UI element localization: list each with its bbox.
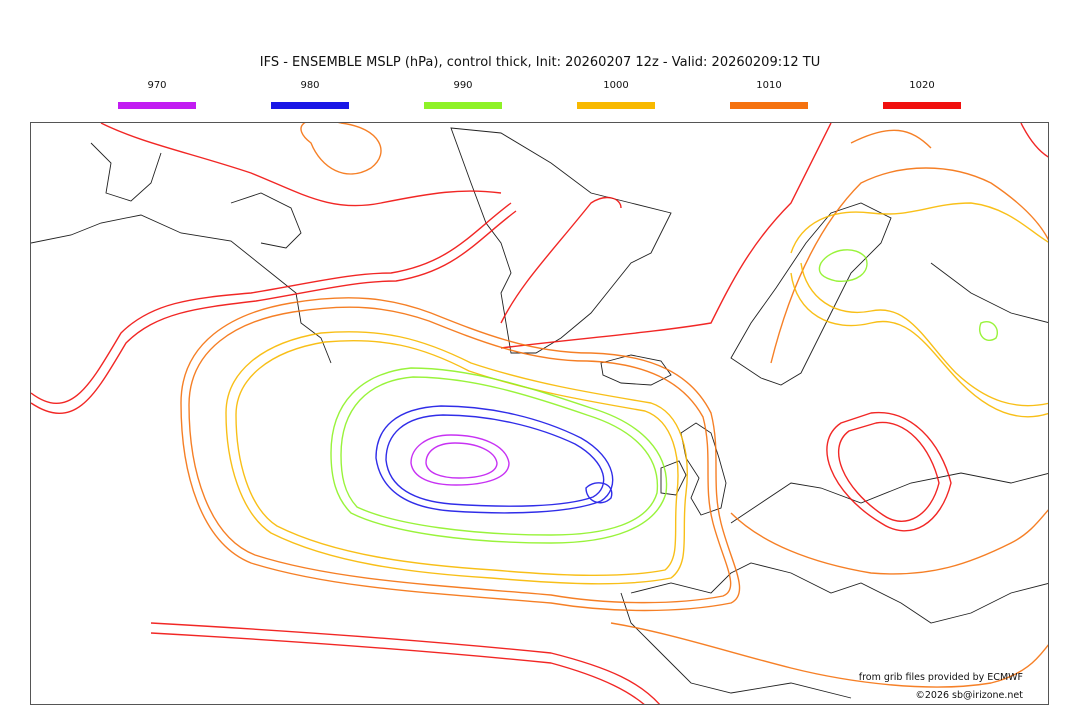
legend-swatch-1020 [883, 102, 961, 109]
isobar-1020-high-europe-b [838, 421, 940, 522]
legend-swatch-980 [271, 102, 349, 109]
isobar-980-secondary [585, 482, 613, 504]
legend-swatch-970 [118, 102, 196, 109]
isobar-1010-atlantic-ring [180, 297, 741, 612]
isobar-1000-north [790, 202, 1048, 254]
coastlines [31, 127, 1048, 699]
isobar-1020-west [31, 202, 512, 405]
isobar-1010-scandinavia-north [850, 129, 932, 149]
isobar-980-atlantic-low-b [385, 414, 605, 507]
isobar-1000-scandinavia [790, 272, 1048, 418]
legend-item-1000: 1000 [577, 80, 655, 109]
isobar-1000-atlantic-ring [225, 331, 688, 585]
isobar-990-atlantic-low-b [340, 376, 659, 536]
isobars-1010 [180, 123, 1048, 688]
isobar-1010-central-europe [730, 509, 1048, 575]
isobars-990 [330, 249, 998, 544]
isobar-1020-high-europe [826, 411, 952, 532]
isobar-990-scandinavia-low [818, 249, 868, 282]
coastline-arctic-island [90, 142, 162, 202]
isobar-990-russia [979, 321, 998, 341]
source-credit: from grib files provided by ECMWF [858, 672, 1023, 683]
map-title: IFS - ENSEMBLE MSLP (hPa), control thick… [259, 55, 821, 70]
isobar-1020-south-b [150, 632, 645, 704]
isobar-1010-mediterranean [610, 622, 1048, 688]
isobar-1000-atlantic-ring-b [235, 339, 679, 577]
isobar-1000-scandinavia-b [800, 262, 1048, 407]
coastline-ireland [660, 460, 687, 496]
legend-label-1000: 1000 [603, 80, 629, 91]
coastline-north-europe [730, 472, 1048, 524]
isobar-970-atlantic-core [410, 434, 510, 486]
legend-label-980: 980 [300, 80, 320, 91]
coastline-south-europe [630, 562, 1048, 624]
coastline-iceland [600, 354, 672, 386]
legend-item-1010: 1010 [730, 80, 808, 109]
coastline-greenland [450, 127, 672, 354]
legend-label-1020: 1020 [909, 80, 935, 91]
legend-swatch-990 [424, 102, 502, 109]
isobar-1020-atlantic [500, 123, 832, 349]
isobars-980 [375, 405, 614, 514]
isobars-970 [410, 434, 510, 486]
coastline-baffin [230, 192, 302, 249]
legend-label-970: 970 [147, 80, 167, 91]
isobar-1020-west-b [31, 210, 517, 415]
coastline-scandinavia [730, 202, 892, 386]
legend-item-990: 990 [424, 80, 502, 109]
isobar-970-atlantic-core-b [425, 442, 498, 479]
isobar-1010-north-europe [770, 167, 1048, 364]
legend-label-1010: 1010 [756, 80, 782, 91]
isobar-1020-northeast [1020, 123, 1048, 158]
isobar-980-atlantic-low [375, 405, 614, 514]
legend-item-970: 970 [118, 80, 196, 109]
map-panel [30, 122, 1049, 705]
isobar-1010-atlantic-ring-b [188, 306, 732, 604]
legend-swatch-1010 [730, 102, 808, 109]
legend-label-990: 990 [453, 80, 473, 91]
isobars-1020 [31, 123, 1048, 704]
isobars-1000 [225, 202, 1048, 585]
coastline-russia-north [930, 262, 1048, 323]
copyright-credit: ©2026 sb@irizone.net [915, 690, 1023, 701]
isobar-1020-south [150, 622, 661, 704]
coastline-iberia-africa [620, 592, 852, 699]
isobar-990-atlantic-low [330, 367, 668, 544]
legend-swatch-1000 [577, 102, 655, 109]
legend-item-980: 980 [271, 80, 349, 109]
isobar-1020-greenland [500, 196, 622, 324]
isobar-map [31, 123, 1048, 704]
coastline-north-america [31, 214, 332, 364]
isobar-1020-north [100, 123, 502, 207]
isobar-1010-arctic-low [300, 123, 382, 175]
legend-item-1020: 1020 [883, 80, 961, 109]
